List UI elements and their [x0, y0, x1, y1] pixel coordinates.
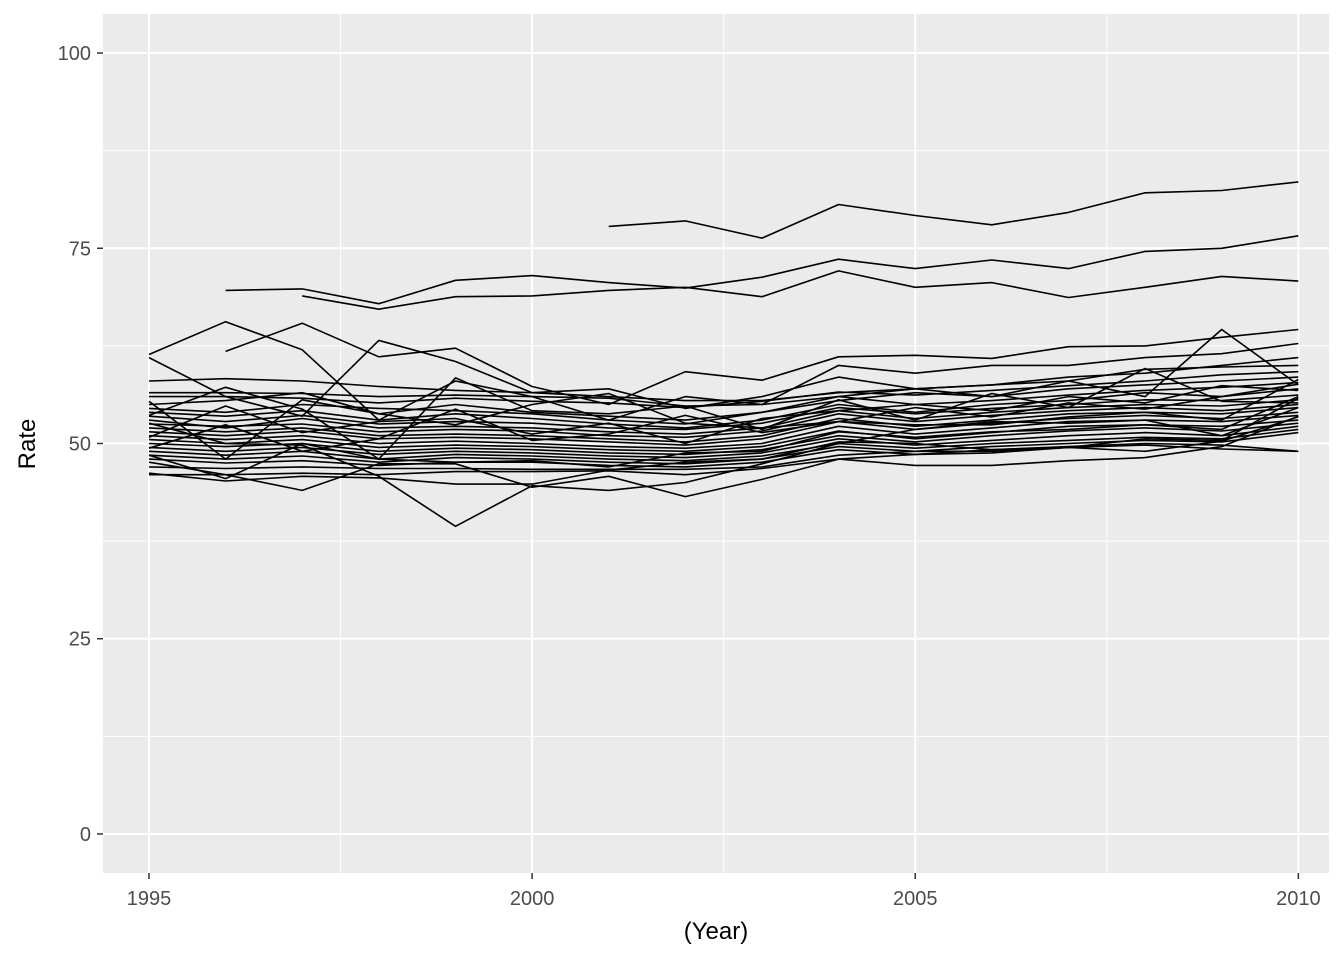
series-line [148, 395, 1299, 480]
series-line [148, 442, 1299, 468]
axis-ticks: 1995 2000 2005 2010 0 25 50 75 100 [58, 43, 1321, 910]
series-line [148, 416, 1299, 498]
y-axis-title: Rate [14, 419, 41, 470]
x-tick-label: 2010 [1276, 888, 1321, 910]
series-line [148, 384, 1299, 445]
series-line [149, 370, 1299, 409]
series-line [148, 444, 1299, 471]
y-tick-label: 100 [58, 43, 91, 65]
series-line [148, 406, 1299, 528]
series-line [148, 376, 1299, 421]
series-line [225, 322, 1299, 406]
y-tick-label: 50 [69, 434, 91, 456]
series-line [608, 181, 1299, 239]
series-lines [148, 181, 1299, 528]
y-tick-label: 0 [80, 824, 91, 846]
y-tick-label: 75 [69, 238, 91, 260]
series-line [148, 378, 1299, 460]
series-line [149, 415, 1299, 476]
series-line [225, 235, 1299, 305]
y-tick-label: 25 [69, 629, 91, 651]
x-axis-title: (Year) [684, 918, 748, 945]
series-line [148, 367, 1299, 460]
series-line [302, 270, 1299, 311]
series-line [148, 428, 1299, 462]
x-tick-label: 2005 [893, 888, 938, 910]
x-tick-label: 1995 [127, 888, 172, 910]
series-line [148, 419, 1299, 453]
series-line [148, 406, 1299, 443]
series-line [148, 383, 1299, 453]
x-tick-label: 2000 [510, 888, 555, 910]
